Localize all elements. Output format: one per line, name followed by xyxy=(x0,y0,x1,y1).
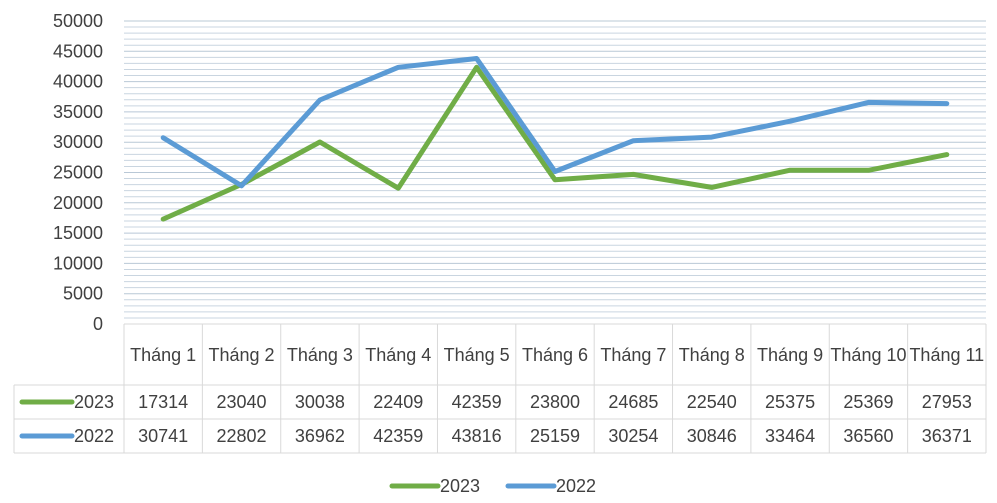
table-series-name: 2023 xyxy=(74,392,114,412)
table-cell-value: 23800 xyxy=(530,392,580,412)
table-cell-value: 17314 xyxy=(138,392,188,412)
legend-label: 2022 xyxy=(556,476,596,496)
legend: 2023 2022 xyxy=(389,476,596,496)
category-label: Tháng 6 xyxy=(522,345,588,365)
table-cell-value: 22802 xyxy=(217,426,267,446)
table-cell-value: 36560 xyxy=(843,426,893,446)
table-cell-value: 30741 xyxy=(138,426,188,446)
category-label: Tháng 10 xyxy=(830,345,906,365)
category-label: Tháng 9 xyxy=(757,345,823,365)
category-label: Tháng 7 xyxy=(600,345,666,365)
legend-label: 2023 xyxy=(440,476,480,496)
category-label: Tháng 2 xyxy=(209,345,275,365)
data-table: Tháng 1 Tháng 2 Tháng 3 Tháng 4 Tháng 5 Tháng… xyxy=(13,323,987,454)
table-cell-value: 23040 xyxy=(217,392,267,412)
table-series-name: 2022 xyxy=(74,426,114,446)
series-lines xyxy=(160,56,950,222)
table-cell-value: 22540 xyxy=(687,392,737,412)
table-cell-value: 36962 xyxy=(295,426,345,446)
y-tick-label: 45000 xyxy=(53,41,103,61)
table-cell-value: 33464 xyxy=(765,426,815,446)
y-tick-label: 20000 xyxy=(53,193,103,213)
category-label: Tháng 1 xyxy=(130,345,196,365)
y-tick-label: 5000 xyxy=(63,284,103,304)
y-tick-label: 30000 xyxy=(53,132,103,152)
table-cell-value: 25375 xyxy=(765,392,815,412)
table-cell-value: 25159 xyxy=(530,426,580,446)
table-cell-value: 42359 xyxy=(452,392,502,412)
table-cell-value: 42359 xyxy=(373,426,423,446)
series-line-2022 xyxy=(160,56,950,189)
category-label: Tháng 4 xyxy=(365,345,431,365)
category-label: Tháng 5 xyxy=(444,345,510,365)
category-label: Tháng 8 xyxy=(679,345,745,365)
table-cell-value: 22409 xyxy=(373,392,423,412)
table-cell-value: 24685 xyxy=(608,392,658,412)
table-cell-value: 43816 xyxy=(452,426,502,446)
y-tick-label: 25000 xyxy=(53,163,103,183)
table-cell-value: 27953 xyxy=(922,392,972,412)
category-label: Tháng 3 xyxy=(287,345,353,365)
y-tick-label: 15000 xyxy=(53,223,103,243)
table-cell-value: 30846 xyxy=(687,426,737,446)
y-tick-label: 0 xyxy=(93,314,103,334)
category-label: Tháng 11 xyxy=(909,345,984,365)
table-cell-value: 30038 xyxy=(295,392,345,412)
series-line-2023 xyxy=(160,64,950,222)
table-cell-value: 30254 xyxy=(608,426,658,446)
y-axis: 0 5000 10000 15000 20000 25000 30000 35000 40000… xyxy=(53,11,103,334)
y-tick-label: 40000 xyxy=(53,72,103,92)
y-tick-label: 10000 xyxy=(53,253,103,273)
y-tick-label: 50000 xyxy=(53,11,103,31)
table-cell-value: 36371 xyxy=(922,426,972,446)
y-tick-label: 35000 xyxy=(53,102,103,122)
table-cell-value: 25369 xyxy=(843,392,893,412)
